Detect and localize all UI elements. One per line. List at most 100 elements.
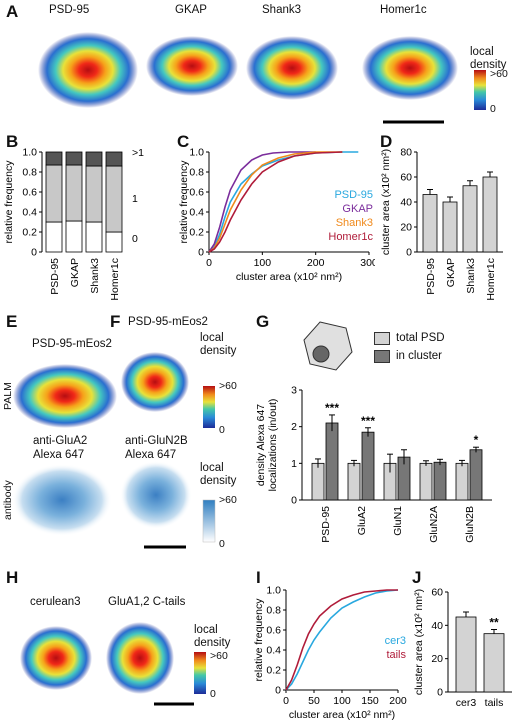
panel-g-legend: total PSD in cluster xyxy=(374,330,445,364)
chart-d-y-tick-label: 60 xyxy=(400,172,412,184)
chart-b-side-label: 1 xyxy=(132,193,138,205)
chart-c-ylabel: relative frequency xyxy=(178,160,190,244)
chart-j-y-tick-label: 40 xyxy=(431,620,443,632)
cluster-shape-icon xyxy=(312,345,330,363)
chart-i-x-tick-label: 100 xyxy=(333,695,351,707)
chart-i: 0 0.2 0.4 0.6 0.8 1.0 0 50 100 150 200 cluster area… xyxy=(253,585,407,722)
colorbar-f-palm xyxy=(203,386,215,428)
chart-i-y-tick-label: 0.2 xyxy=(266,665,281,677)
chart-b: 0 0.2 0.4 0.6 0.8 1.0 relative frequency PSD-95… xyxy=(3,147,144,301)
panel-f-density-max2: >60 xyxy=(219,494,237,506)
heatmap-psd95 xyxy=(38,32,138,108)
chart-i-legend-label: tails xyxy=(386,649,406,661)
panel-g-schematic xyxy=(303,321,353,371)
chart-i-ylabel: relative frequency xyxy=(253,598,265,682)
chart-d-category-label: GKAP xyxy=(445,258,457,287)
chart-b-side-label: 0 xyxy=(132,233,138,245)
panel-letter-a: A xyxy=(6,2,19,21)
chart-i-series-tails xyxy=(285,589,398,691)
heatmap-e-palm xyxy=(13,364,117,428)
legend-item-total-psd: total PSD xyxy=(374,330,445,346)
panel-h-title-tails: GluA1,2 C-tails xyxy=(108,596,186,608)
chart-g-category-label: PSD-95 xyxy=(320,506,332,543)
chart-i-y-tick-label: 1.0 xyxy=(266,585,281,597)
panel-a-density-min: 0 xyxy=(490,103,496,115)
density-f2-line1: local xyxy=(200,462,224,474)
chart-g-bar xyxy=(325,422,339,501)
chart-b-bar-segment xyxy=(85,165,103,223)
panel-a-density-max: >60 xyxy=(490,68,508,80)
panel-f-density-min: 0 xyxy=(219,424,225,436)
colorbar-f-antibody xyxy=(202,499,216,543)
antibody-e-line2: Alexa 647 xyxy=(33,449,85,461)
chart-c-legend-label: GKAP xyxy=(342,203,373,215)
chart-j-significance: ** xyxy=(489,616,499,630)
chart-b-bar-segment xyxy=(45,221,63,253)
panel-letter-b: B xyxy=(6,132,19,151)
panel-letter-e: E xyxy=(6,312,18,331)
chart-c-x-tick-label: 200 xyxy=(307,257,325,269)
density-f-line2: density xyxy=(200,345,237,357)
chart-d-y-tick-label: 0 xyxy=(406,247,412,259)
chart-d-bar xyxy=(442,201,458,253)
chart-g-bar xyxy=(311,462,325,501)
panel-f-density-label2: local density xyxy=(200,462,236,488)
panel-letter-d: D xyxy=(380,132,393,151)
chart-b-category-label: GKAP xyxy=(69,258,81,287)
legend-swatch-total-psd xyxy=(374,331,390,345)
chart-c-y-tick-label: 1.0 xyxy=(189,147,204,159)
chart-g-bar xyxy=(455,462,469,501)
heatmap-gkap xyxy=(146,36,238,96)
chart-b-y-tick-label: 0.6 xyxy=(22,187,37,199)
chart-g-y-tick-label: 1 xyxy=(291,458,297,470)
panel-letter-j: J xyxy=(412,568,422,587)
heatmap-homer1c xyxy=(362,36,458,100)
chart-g-bar xyxy=(347,462,361,501)
chart-g-category-label: GluN2A xyxy=(428,506,440,543)
panel-a-title-gkap: GKAP xyxy=(175,4,207,16)
chart-j-bar xyxy=(483,633,505,693)
panel-a-title-shank3: Shank3 xyxy=(262,4,302,16)
chart-b-bar-segment xyxy=(65,164,83,222)
panel-letter-c: C xyxy=(177,132,190,151)
chart-c-legend-label: Shank3 xyxy=(336,217,373,229)
chart-j-y-tick-label: 20 xyxy=(431,653,443,665)
chart-c-y-tick-label: 0.2 xyxy=(189,227,204,239)
chart-i-x-tick-label: 150 xyxy=(361,695,379,707)
chart-i-x-tick-label: 0 xyxy=(283,695,289,707)
chart-g-category-label: GluN2B xyxy=(464,506,476,543)
chart-b-bar-segment xyxy=(65,151,83,166)
chart-d-y-tick-label: 80 xyxy=(400,147,412,159)
colorbar-a xyxy=(474,70,486,110)
panel-letter-h: H xyxy=(6,568,19,587)
panel-f-antibody-title: anti-GluN2B Alexa 647 xyxy=(125,434,188,462)
legend-label-in-cluster: in cluster xyxy=(396,350,443,362)
chart-j-category-label: cer3 xyxy=(456,697,477,709)
chart-g-y-tick-label: 3 xyxy=(291,385,297,397)
chart-g-bar xyxy=(433,461,447,501)
heatmap-h-tails xyxy=(106,622,174,694)
panel-e-antibody-title: anti-GluA2 Alexa 647 xyxy=(33,434,87,462)
chart-b-bar-segment xyxy=(85,151,103,167)
panel-h-density-max: >60 xyxy=(210,650,228,662)
chart-i-xlabel: cluster area (x10² nm²) xyxy=(289,709,395,721)
chart-j-ylabel: cluster area (x10² nm²) xyxy=(413,589,425,695)
chart-j: 0 20 40 60 cluster area (x10² nm²) cer3 ** tail… xyxy=(413,587,512,709)
chart-b-side-label: >1 xyxy=(132,147,144,159)
chart-b-bar-segment xyxy=(105,231,123,253)
chart-g-significance: * xyxy=(474,433,479,447)
chart-c-y-tick-label: 0 xyxy=(198,247,204,259)
chart-d-ylabel: cluster area (x10² nm²) xyxy=(380,149,392,255)
chart-g-significance: *** xyxy=(325,401,339,415)
chart-c-legend-label: Homer1c xyxy=(328,231,373,243)
chart-b-y-tick-label: 1.0 xyxy=(22,147,37,159)
chart-d-y-tick-label: 40 xyxy=(400,197,412,209)
density-label-line2: density xyxy=(470,59,507,71)
density-f-line1: local xyxy=(200,332,224,344)
panel-e-title: PSD-95-mEos2 xyxy=(32,338,112,350)
legend-item-in-cluster: in cluster xyxy=(374,348,445,364)
chart-j-y-tick-label: 60 xyxy=(431,587,443,599)
legend-label-total-psd: total PSD xyxy=(396,332,445,344)
chart-c-legend-label: PSD-95 xyxy=(334,189,373,201)
chart-i-legend-label: cer3 xyxy=(385,635,406,647)
